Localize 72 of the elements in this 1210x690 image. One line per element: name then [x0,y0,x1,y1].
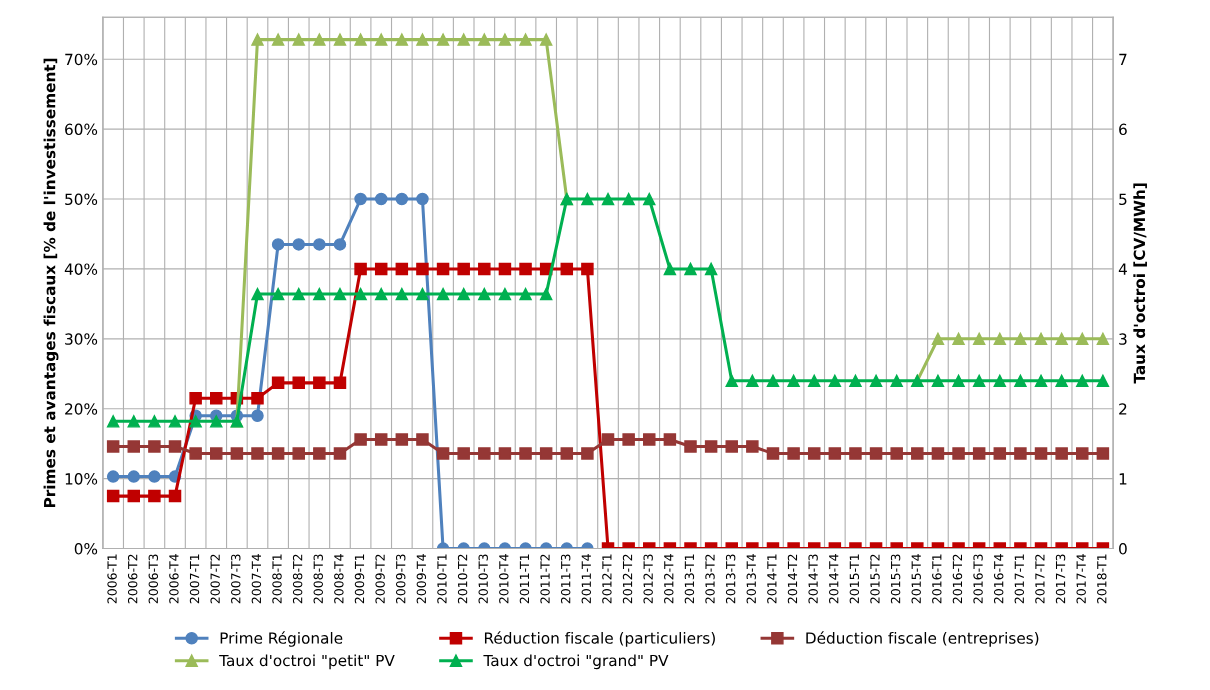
x-tick-label: 2011-T2 [540,554,550,604]
x-tick-label: 2008-T3 [313,554,323,604]
x-tick-label: 2015-T3 [890,554,901,604]
y2-tick-label: 3 [1119,333,1127,345]
x-tick-label: 2013-T4 [746,554,756,604]
y2-tick-label: 2 [1119,403,1127,415]
x-tick-label: 2006-T4 [169,554,179,604]
y-tick-label: 60% [65,123,98,136]
y-tick-label: 50% [65,193,98,206]
y2-tick-label: 4 [1118,263,1127,275]
x-tick-label: 2013-T2 [705,554,715,604]
x-tick-label: 2008-T4 [334,554,344,604]
x-tick-label: 2018-T1 [1097,554,1107,604]
y2-tick-label: 1 [1119,473,1127,485]
y-tick-label: 70% [65,53,98,66]
x-tick-label: 2012-T1 [602,554,612,604]
x-tick-label: 2017-T1 [1014,554,1025,604]
x-tick-label: 2016-T3 [973,554,983,604]
legend-label: Déduction fiscale (entreprises) [806,631,1039,647]
legend-label: Taux d'octroi "grand" PV [483,654,669,670]
x-tick-label: 2017-T4 [1076,554,1086,604]
x-tick-label: 2014-T3 [808,554,818,604]
x-tick-label: 2014-T2 [787,554,798,604]
x-tick-label: 2012-T2 [622,554,633,604]
x-tick-label: 2008-T1 [272,554,282,604]
y-tick-label: 10% [65,473,98,485]
x-tick-label: 2006-T2 [127,554,138,604]
y2-tick-label: 7 [1119,53,1127,65]
x-tick-label: 2010-T4 [499,554,509,604]
x-tick-label: 2011-T3 [560,554,571,604]
x-tick-label: 2007-T1 [189,554,200,604]
y-tick-label: 30% [65,333,98,345]
x-tick-label: 2012-T4 [664,554,674,604]
legend-label: Taux d'octroi "petit" PV [219,654,395,670]
x-tick-label: 2010-T3 [478,554,488,604]
x-tick-label: 2010-T1 [437,554,447,604]
x-tick-label: 2007-T2 [210,554,220,604]
x-tick-label: 2016-T2 [952,554,963,604]
x-tick-label: 2012-T3 [643,554,653,604]
y-axis-title: Primes et avantages fiscaux [% de l'investissement] [43,58,59,507]
x-tick-label: 2007-T3 [231,554,241,604]
x-tick-label: 2015-T4 [911,554,921,604]
x-tick-label: 2006-T3 [148,554,159,604]
legend-label: Réduction fiscale (particuliers) [484,631,715,647]
x-tick-label: 2011-T4 [581,554,592,604]
x-tick-label: 2015-T1 [849,554,860,604]
x-tick-label: 2015-T2 [870,554,880,604]
y-tick-label: 20% [65,403,98,415]
x-tick-label: 2010-T2 [457,554,468,604]
x-tick-label: 2006-T1 [107,554,117,604]
x-tick-label: 2011-T1 [519,554,530,604]
x-tick-label: 2014-T4 [829,554,839,604]
y2-tick-label: 0 [1119,543,1127,555]
x-tick-label: 2013-T1 [684,554,695,604]
x-tick-label: 2017-T2 [1035,554,1045,604]
x-tick-label: 2016-T1 [932,554,942,604]
x-tick-label: 2016-T4 [993,554,1004,604]
x-tick-label: 2008-T2 [292,554,303,604]
x-tick-label: 2013-T3 [725,554,736,604]
x-tick-label: 2009-T3 [396,554,406,604]
x-tick-label: 2014-T1 [767,554,777,604]
y-tick-label: 40% [64,263,98,275]
y-tick-label: 0% [74,543,98,555]
y2-tick-label: 6 [1119,123,1127,136]
x-tick-label: 2007-T4 [251,554,262,604]
y2-tick-label: 5 [1119,193,1127,206]
y2-axis-title: Taux d'octroi [CV/MWh] [1133,183,1147,384]
x-tick-label: 2009-T1 [354,554,365,604]
x-tick-label: 2009-T2 [375,554,385,604]
x-tick-label: 2017-T3 [1055,554,1066,604]
x-tick-label: 2009-T4 [416,554,427,604]
legend-label: Prime Régionale [220,631,343,647]
